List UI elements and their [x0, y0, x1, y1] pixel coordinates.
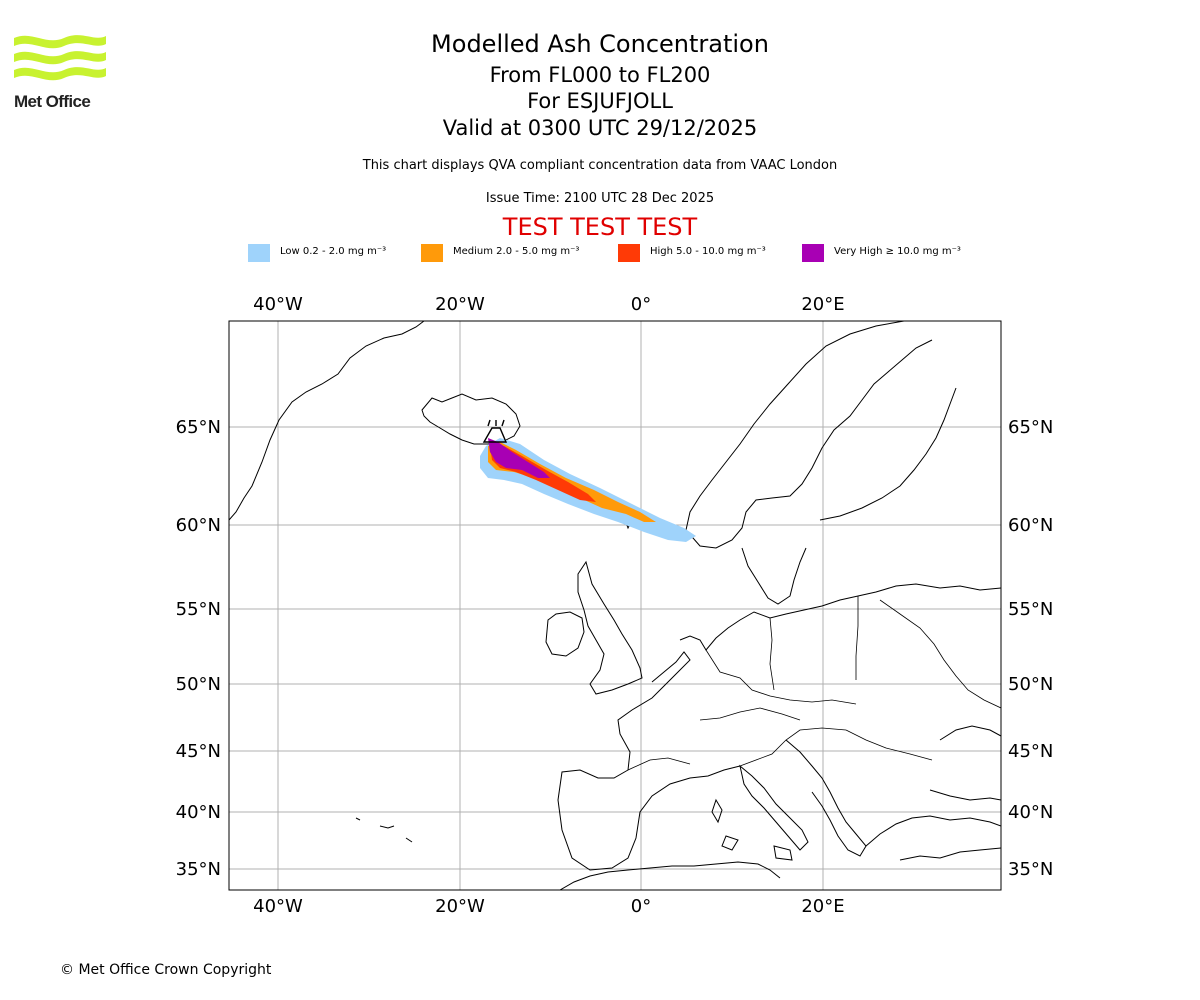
- legend-label-low: Low 0.2 - 2.0 mg m⁻³: [280, 246, 387, 257]
- lon-label-top-20e: 20°E: [801, 294, 844, 315]
- subtitle: This chart displays QVA compliant concen…: [362, 158, 838, 173]
- axis-labels: 40°W 20°W 0° 20°E 40°W 20°W 0° 20°E 65°N…: [176, 294, 1054, 917]
- map-frame: [228, 320, 1002, 891]
- lon-label-top-0: 0°: [631, 294, 651, 315]
- coastlines: [229, 321, 1001, 890]
- lat-label-right-45n: 45°N: [1008, 741, 1053, 762]
- legend-label-very-high: Very High ≥ 10.0 mg m⁻³: [834, 246, 961, 257]
- lat-label-right-65n: 65°N: [1008, 417, 1053, 438]
- lon-label-bottom-0: 0°: [631, 896, 651, 917]
- legend-swatch-very-high: [802, 244, 824, 262]
- lon-label-top-40w: 40°W: [253, 294, 303, 315]
- lat-label-right-50n: 50°N: [1008, 674, 1053, 695]
- graticule: [229, 321, 1001, 890]
- volcano-marker-icon: [482, 419, 508, 443]
- legend-label-high: High 5.0 - 10.0 mg m⁻³: [650, 246, 766, 257]
- title-line-4: Valid at 0300 UTC 29/12/2025: [442, 116, 758, 140]
- lat-label-right-55n: 55°N: [1008, 599, 1053, 620]
- lat-label-left-65n: 65°N: [176, 417, 221, 438]
- title-line-3: For ESJUFJOLL: [527, 89, 673, 113]
- lon-label-bottom-20w: 20°W: [435, 896, 485, 917]
- lat-label-left-55n: 55°N: [176, 599, 221, 620]
- lon-label-bottom-20e: 20°E: [801, 896, 844, 917]
- copyright-notice: © Met Office Crown Copyright: [60, 962, 272, 978]
- title-line-2: From FL000 to FL200: [489, 63, 711, 87]
- legend-swatch-medium: [421, 244, 443, 262]
- met-office-logo: [14, 35, 106, 81]
- legend-label-medium: Medium 2.0 - 5.0 mg m⁻³: [453, 246, 580, 257]
- lat-label-right-60n: 60°N: [1008, 515, 1053, 536]
- title-line-1: Modelled Ash Concentration: [431, 30, 769, 58]
- lat-label-left-35n: 35°N: [176, 859, 221, 880]
- lon-label-top-20w: 20°W: [435, 294, 485, 315]
- lon-label-bottom-40w: 40°W: [253, 896, 303, 917]
- lat-label-left-50n: 50°N: [176, 674, 221, 695]
- lat-label-right-40n: 40°N: [1008, 802, 1053, 823]
- test-banner: TEST TEST TEST: [502, 213, 698, 241]
- lat-label-left-45n: 45°N: [176, 741, 221, 762]
- logo-wordmark: Met Office: [14, 92, 91, 111]
- legend-swatch-low: [248, 244, 270, 262]
- issue-time: Issue Time: 2100 UTC 28 Dec 2025: [485, 191, 715, 206]
- ash-very-high-area: [488, 438, 550, 478]
- ash-plume: [480, 438, 696, 542]
- lat-label-left-40n: 40°N: [176, 802, 221, 823]
- lat-label-left-60n: 60°N: [176, 515, 221, 536]
- lat-label-right-35n: 35°N: [1008, 859, 1053, 880]
- legend-swatch-high: [618, 244, 640, 262]
